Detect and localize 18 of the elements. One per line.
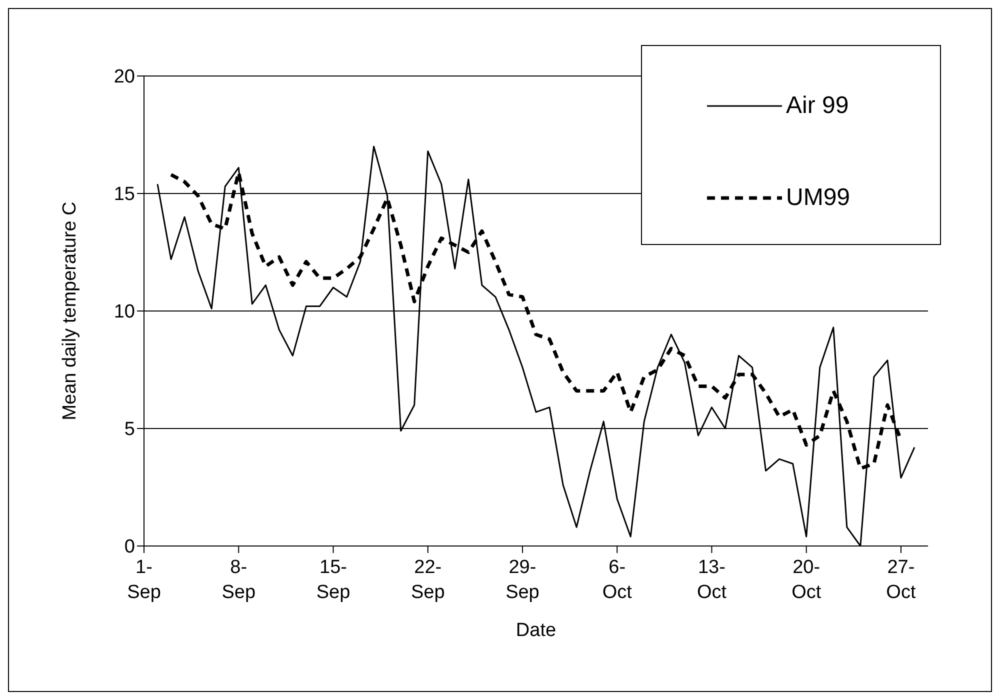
- x-axis-title: Date: [516, 620, 556, 641]
- y-tick-label: 10: [114, 302, 135, 323]
- x-tick-label: 20-Oct: [792, 557, 822, 603]
- x-tick-label: 29-Sep: [506, 557, 540, 603]
- y-tick-label: 0: [124, 536, 135, 558]
- x-tick-label: 15-Sep: [316, 557, 350, 603]
- x-tick-label: 13-Oct: [696, 557, 728, 603]
- x-tick-label: 8-Sep: [222, 557, 256, 603]
- y-tick-label: 20: [114, 66, 135, 88]
- legend-label: Air 99: [786, 92, 849, 120]
- y-tick-label: 5: [124, 419, 135, 440]
- legend-label: UM99: [786, 184, 850, 212]
- x-tick-label: 6-Oct: [602, 557, 633, 603]
- y-tick-label: 15: [114, 184, 135, 206]
- x-tick-label: 27-Oct: [886, 557, 916, 603]
- y-axis-title: Mean daily temperature C: [60, 202, 81, 420]
- x-tick-label: 22-Sep: [410, 557, 445, 603]
- x-tick-label: 1-Sep: [127, 557, 161, 603]
